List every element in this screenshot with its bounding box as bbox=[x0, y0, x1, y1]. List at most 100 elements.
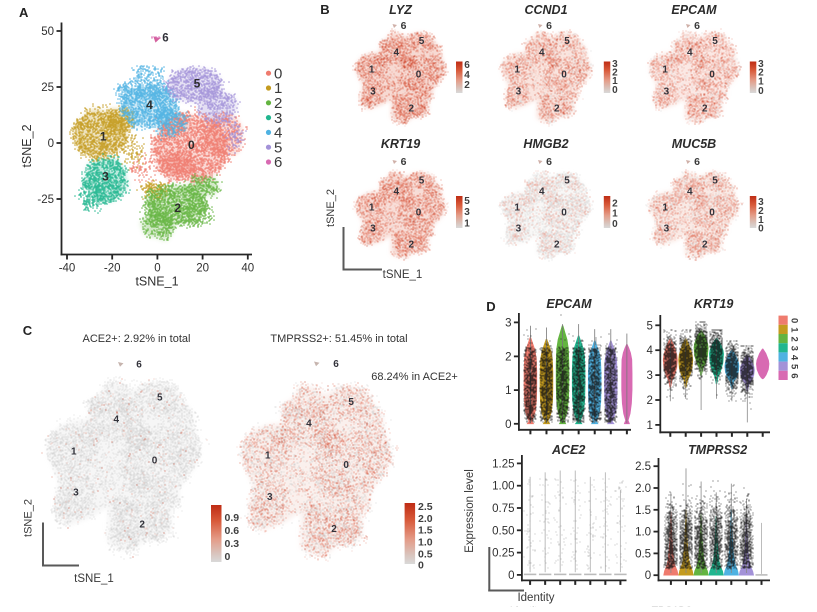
svg-text:D: D bbox=[486, 299, 495, 314]
svg-text:0: 0 bbox=[48, 138, 54, 150]
svg-text:tSNE_2: tSNE_2 bbox=[23, 499, 35, 537]
svg-text:2: 2 bbox=[758, 67, 764, 78]
svg-text:3: 3 bbox=[789, 346, 800, 351]
svg-text:3: 3 bbox=[516, 86, 522, 97]
svg-text:0: 0 bbox=[343, 460, 349, 471]
svg-text:0: 0 bbox=[154, 263, 160, 275]
svg-text:3: 3 bbox=[612, 59, 618, 70]
svg-text:0: 0 bbox=[416, 207, 422, 218]
svg-text:4: 4 bbox=[539, 187, 545, 198]
svg-text:5: 5 bbox=[419, 176, 425, 187]
svg-text:0.3: 0.3 bbox=[225, 538, 240, 550]
svg-text:0: 0 bbox=[612, 85, 618, 96]
svg-text:6: 6 bbox=[401, 20, 407, 32]
svg-text:1: 1 bbox=[514, 65, 520, 76]
svg-text:0: 0 bbox=[561, 69, 567, 80]
svg-text:0.9: 0.9 bbox=[225, 512, 240, 524]
svg-text:4: 4 bbox=[646, 345, 653, 357]
svg-text:B: B bbox=[320, 2, 329, 17]
svg-text:2: 2 bbox=[646, 395, 652, 407]
svg-text:1: 1 bbox=[265, 451, 271, 462]
svg-text:6: 6 bbox=[136, 360, 142, 371]
svg-text:6: 6 bbox=[162, 32, 168, 44]
svg-text:2.0: 2.0 bbox=[635, 483, 651, 495]
svg-text:3: 3 bbox=[664, 223, 670, 234]
svg-text:6: 6 bbox=[333, 359, 339, 370]
svg-text:6: 6 bbox=[789, 373, 800, 378]
svg-text:3: 3 bbox=[464, 207, 470, 218]
svg-text:Expression level: Expression level bbox=[464, 469, 476, 553]
svg-text:50: 50 bbox=[41, 26, 54, 38]
svg-text:C: C bbox=[23, 323, 33, 338]
svg-text:4: 4 bbox=[146, 98, 153, 112]
svg-text:2: 2 bbox=[409, 240, 415, 251]
svg-text:3: 3 bbox=[102, 170, 109, 184]
svg-text:5: 5 bbox=[712, 176, 718, 187]
svg-text:1: 1 bbox=[758, 215, 764, 226]
svg-text:2: 2 bbox=[612, 67, 618, 78]
svg-text:4: 4 bbox=[113, 414, 119, 425]
svg-text:4: 4 bbox=[687, 187, 693, 198]
svg-text:MUC5B: MUC5B bbox=[672, 137, 716, 151]
svg-text:3: 3 bbox=[73, 487, 79, 498]
svg-text:3: 3 bbox=[274, 110, 282, 127]
svg-text:-40: -40 bbox=[59, 263, 76, 275]
svg-text:LYZ: LYZ bbox=[389, 3, 413, 17]
svg-text:2: 2 bbox=[505, 351, 511, 363]
svg-text:5: 5 bbox=[564, 176, 570, 187]
svg-text:1: 1 bbox=[646, 420, 652, 432]
svg-text:1: 1 bbox=[662, 65, 668, 76]
svg-text:20: 20 bbox=[196, 263, 209, 275]
svg-text:1: 1 bbox=[758, 76, 764, 87]
svg-text:2: 2 bbox=[409, 103, 415, 114]
svg-text:KRT19: KRT19 bbox=[694, 297, 733, 311]
svg-text:0.75: 0.75 bbox=[492, 503, 514, 515]
svg-text:3: 3 bbox=[758, 197, 764, 208]
svg-text:0: 0 bbox=[418, 560, 424, 572]
svg-text:0: 0 bbox=[416, 69, 422, 80]
svg-text:5: 5 bbox=[712, 36, 718, 47]
svg-text:tSNE_1: tSNE_1 bbox=[74, 573, 114, 585]
svg-text:EPCAM: EPCAM bbox=[671, 3, 717, 17]
svg-text:2: 2 bbox=[464, 80, 470, 91]
svg-text:4: 4 bbox=[789, 355, 800, 361]
svg-text:6: 6 bbox=[694, 156, 700, 168]
svg-text:0: 0 bbox=[709, 69, 715, 80]
svg-text:5: 5 bbox=[194, 77, 201, 91]
svg-text:40: 40 bbox=[241, 263, 254, 275]
svg-text:4: 4 bbox=[394, 48, 400, 59]
svg-text:0: 0 bbox=[789, 318, 800, 323]
svg-text:68.24% in ACE2+: 68.24% in ACE2+ bbox=[371, 371, 458, 383]
svg-text:1: 1 bbox=[612, 208, 618, 219]
svg-text:tSNE_1: tSNE_1 bbox=[135, 275, 178, 289]
svg-text:0.25: 0.25 bbox=[492, 548, 514, 560]
svg-text:1.5: 1.5 bbox=[418, 525, 433, 537]
svg-text:5: 5 bbox=[646, 320, 652, 332]
svg-text:2: 2 bbox=[174, 201, 181, 215]
svg-text:2: 2 bbox=[331, 524, 337, 535]
svg-text:1: 1 bbox=[514, 203, 520, 214]
svg-text:tSNE_1: tSNE_1 bbox=[383, 269, 423, 281]
svg-text:tSNE_2: tSNE_2 bbox=[325, 189, 337, 227]
svg-text:6: 6 bbox=[274, 154, 282, 171]
svg-text:CCND1: CCND1 bbox=[524, 3, 567, 17]
svg-text:1.25: 1.25 bbox=[492, 458, 514, 470]
svg-text:1: 1 bbox=[100, 129, 107, 143]
svg-text:1.00: 1.00 bbox=[492, 481, 514, 493]
svg-text:6: 6 bbox=[546, 20, 552, 32]
svg-text:5: 5 bbox=[564, 36, 570, 47]
svg-text:3: 3 bbox=[370, 223, 376, 234]
svg-text:1: 1 bbox=[464, 218, 470, 229]
svg-text:1: 1 bbox=[789, 327, 800, 333]
svg-text:4: 4 bbox=[464, 70, 470, 81]
svg-text:3: 3 bbox=[758, 59, 764, 70]
svg-text:4: 4 bbox=[306, 419, 312, 430]
svg-text:0.5: 0.5 bbox=[635, 548, 651, 560]
svg-text:Identity: Identity bbox=[517, 592, 554, 604]
svg-text:TMPRSS2+: 51.45% in total: TMPRSS2+: 51.45% in total bbox=[270, 333, 407, 345]
svg-text:0: 0 bbox=[225, 551, 231, 563]
svg-text:4: 4 bbox=[394, 187, 400, 198]
svg-text:3: 3 bbox=[664, 86, 670, 97]
svg-text:1: 1 bbox=[612, 76, 618, 87]
svg-text:3: 3 bbox=[370, 86, 376, 97]
